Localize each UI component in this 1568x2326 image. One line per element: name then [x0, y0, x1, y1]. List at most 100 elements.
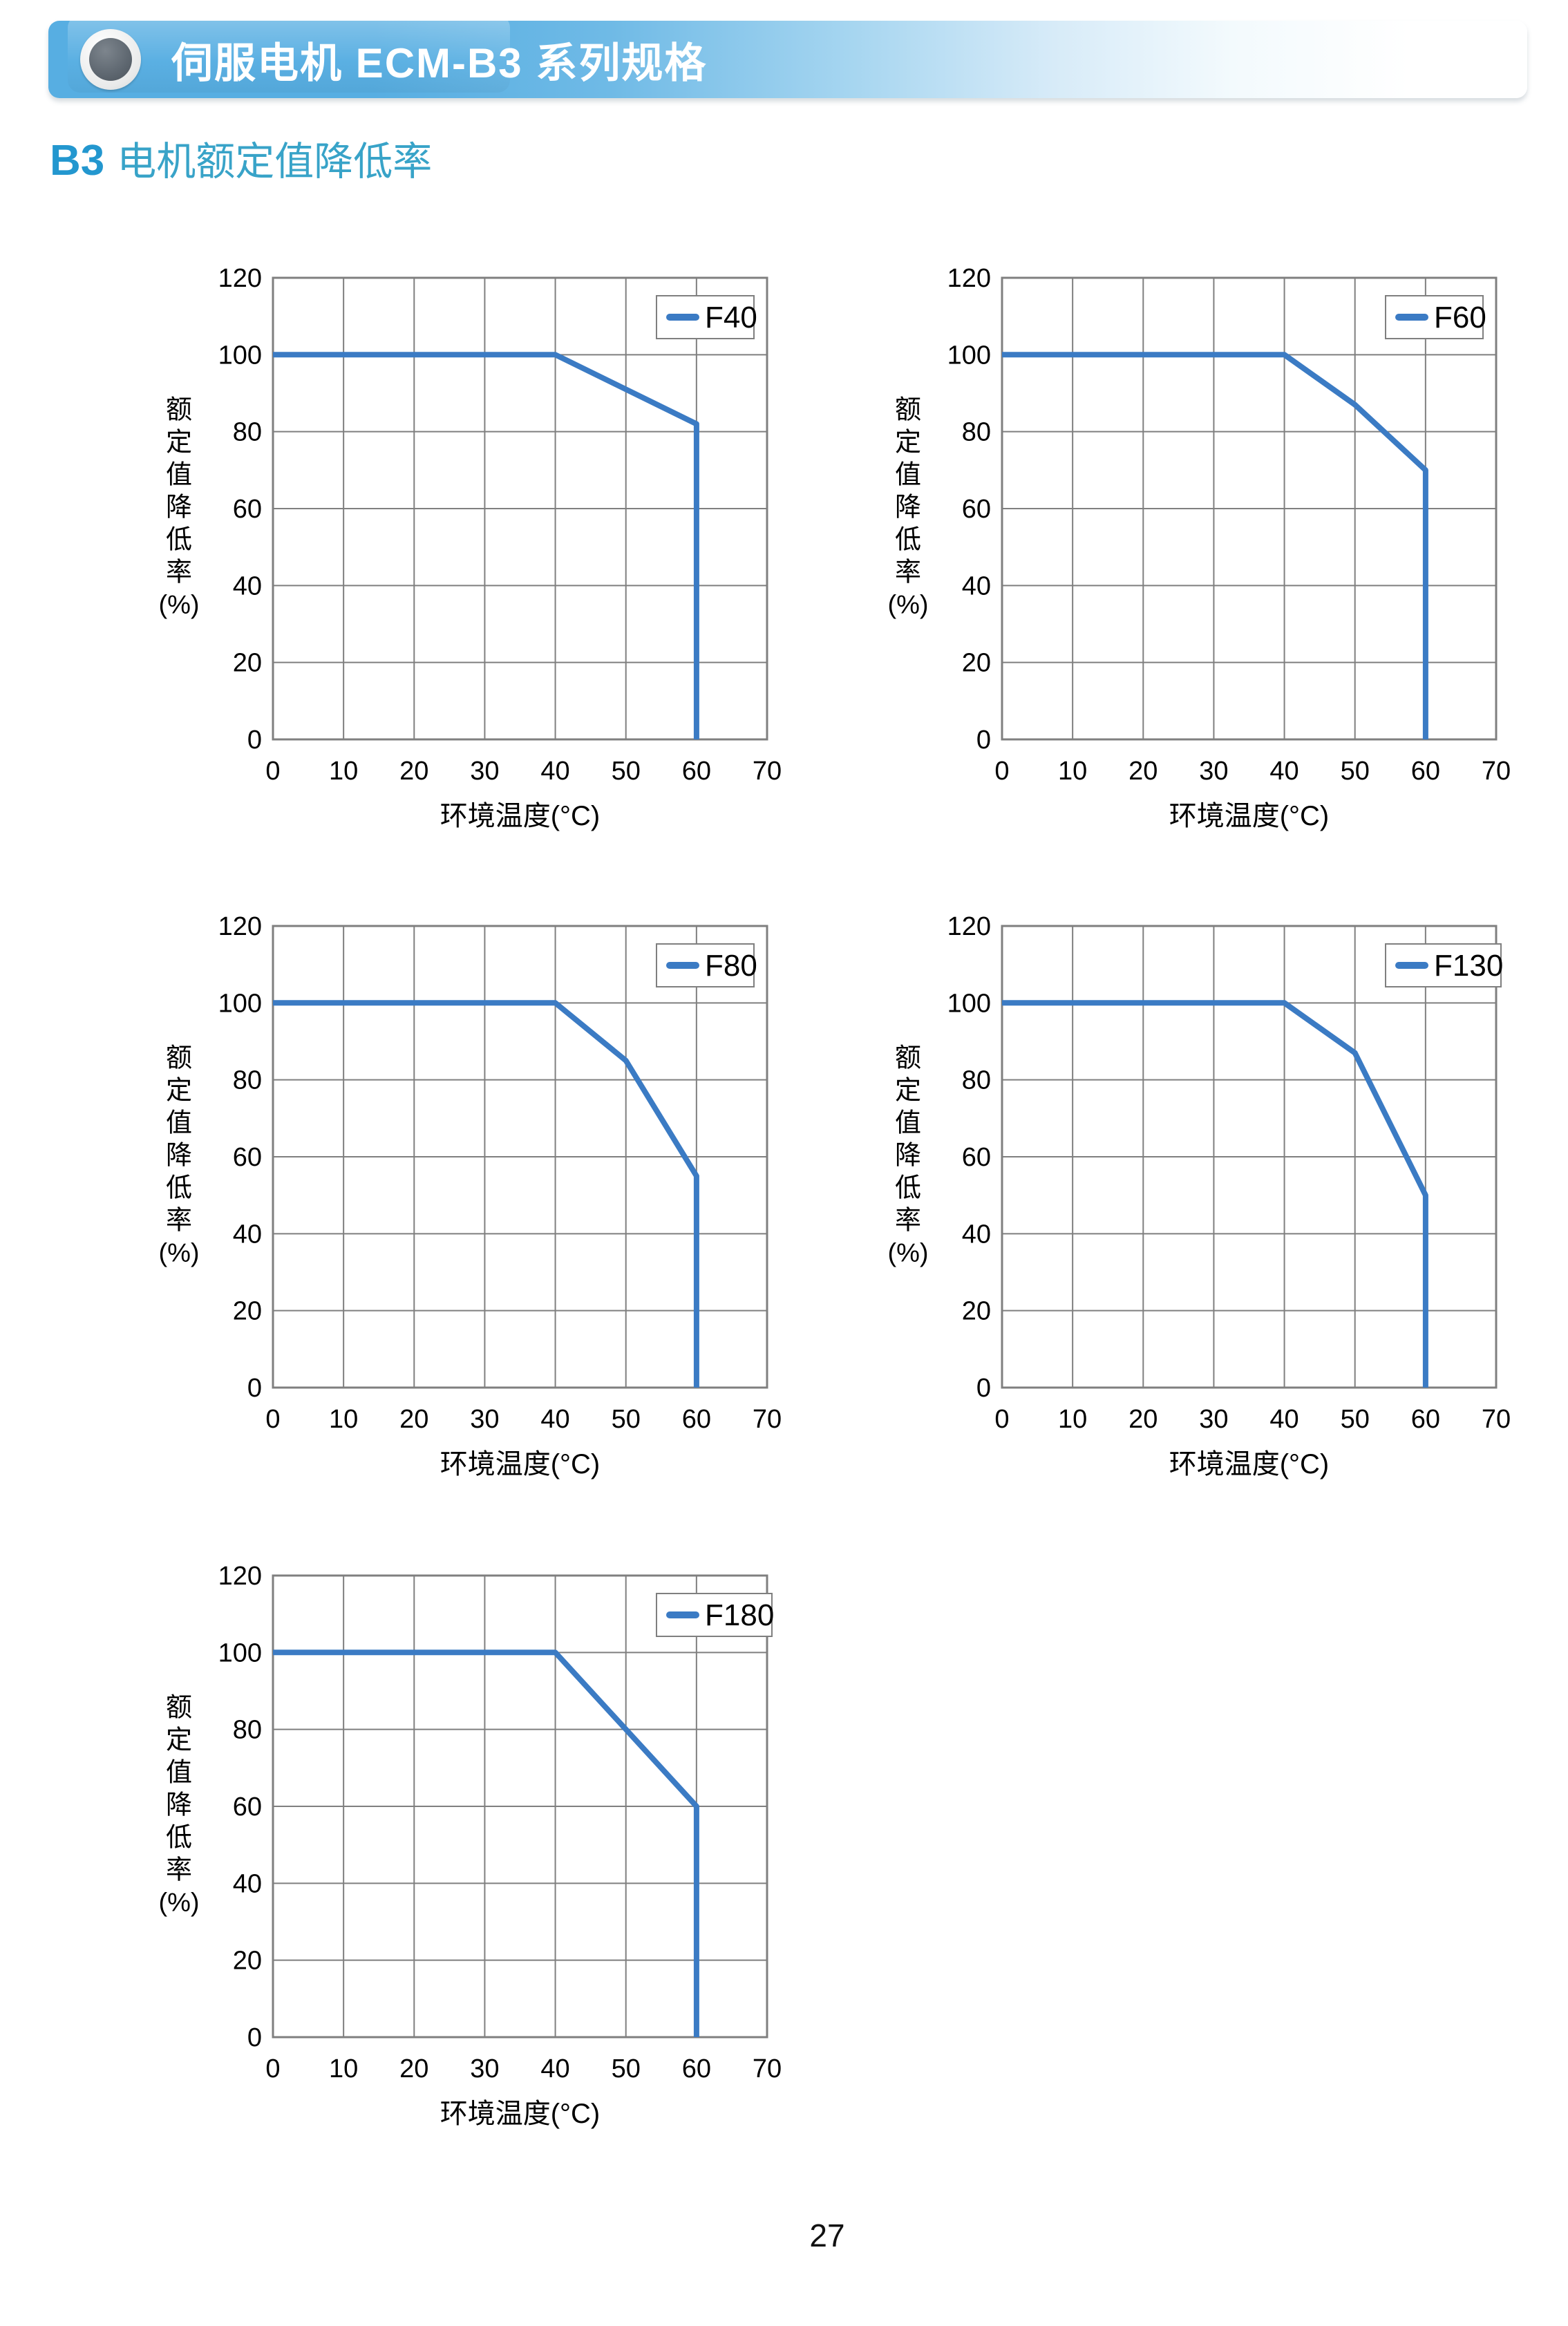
y-axis-title-char: (%) — [158, 591, 199, 620]
y-tick-label: 0 — [247, 1374, 262, 1403]
y-tick-label: 120 — [218, 912, 262, 941]
series-line — [273, 1649, 699, 2037]
x-tick-label: 70 — [753, 1405, 782, 1434]
y-tick-label: 20 — [233, 1947, 262, 1976]
derating-chart-f180: 0 20 40 60 80 100 120 0 10 20 30 40 50 60 70 环境温度(°C) 额定… — [155, 1555, 788, 2142]
y-tick-label: 40 — [233, 1220, 262, 1249]
x-tick-label: 10 — [329, 2054, 358, 2083]
series-line — [273, 352, 699, 739]
y-axis-title-char: 额 — [166, 1044, 192, 1073]
y-axis-title-char: 额 — [166, 1694, 192, 1723]
y-tick-label: 20 — [962, 1297, 991, 1326]
y-tick-label: 100 — [218, 341, 262, 370]
plot-border — [272, 276, 768, 741]
x-tick-label: 50 — [1341, 1405, 1370, 1434]
y-tick-label: 0 — [976, 1374, 991, 1403]
derating-chart-f60: 0 20 40 60 80 100 120 0 10 20 30 40 50 60 70 环境温度(°C) 额定… — [885, 257, 1517, 844]
x-tick-label: 60 — [682, 2054, 711, 2083]
y-axis-title-char: 值 — [895, 1109, 921, 1138]
page-header-banner: 伺服电机 ECM-B3 系列规格 — [48, 15, 1527, 98]
derating-chart-f130-svg: 0 20 40 60 80 100 120 0 10 20 30 40 50 60 70 环境温度(°C) 额定… — [887, 912, 1511, 1479]
derating-chart-f180-svg: 0 20 40 60 80 100 120 0 10 20 30 40 50 60 70 环境温度(°C) 额定… — [158, 1562, 782, 2129]
derating-chart-f130: 0 20 40 60 80 100 120 0 10 20 30 40 50 60 70 环境温度(°C) 额定… — [885, 905, 1517, 1493]
y-tick-label: 40 — [962, 1220, 991, 1249]
y-tick-label: 80 — [962, 418, 991, 447]
x-tick-label: 50 — [1341, 757, 1370, 786]
y-axis-title-char: 定 — [166, 428, 192, 457]
series-line — [273, 1000, 699, 1388]
y-tick-label: 60 — [233, 1143, 262, 1172]
section-subtitle: B3 电机额定值降低率 — [50, 130, 432, 187]
legend-label: F180 — [705, 1598, 774, 1632]
derating-chart-f40: 0 20 40 60 80 100 120 0 10 20 30 40 50 60 70 环境温度(°C) 额定… — [155, 257, 788, 844]
grid — [1001, 276, 1498, 741]
x-tick-label: 40 — [1269, 1405, 1298, 1434]
y-axis-title-char: 定 — [895, 428, 921, 457]
y-axis-title-char: 低 — [895, 526, 921, 555]
y-axis-title-char: 值 — [895, 461, 921, 490]
legend: F80 — [656, 943, 757, 987]
x-tick-label: 70 — [1482, 1405, 1511, 1434]
section-subtitle-text: 电机额定值降低率 — [117, 140, 433, 184]
legend-label: F60 — [1434, 301, 1486, 334]
x-tick-label: 0 — [265, 757, 280, 786]
y-axis-title-char: 率 — [166, 558, 192, 587]
x-axis-title: 环境温度(°C) — [1169, 801, 1330, 831]
derating-chart-f60-svg: 0 20 40 60 80 100 120 0 10 20 30 40 50 60 70 环境温度(°C) 额定… — [887, 264, 1511, 831]
plot-border — [1001, 925, 1498, 1389]
section-subtitle-prefix: B3 — [50, 137, 105, 185]
y-axis-title-char: 降 — [166, 493, 192, 522]
y-axis-title-char: 降 — [895, 493, 921, 522]
x-tick-label: 40 — [1269, 757, 1298, 786]
y-axis-title-char: 定 — [166, 1077, 192, 1106]
page-number: 27 — [809, 2218, 845, 2253]
y-tick-label: 60 — [962, 495, 991, 524]
y-axis-title-char: 降 — [895, 1142, 921, 1171]
y-axis-title-char: 额 — [895, 396, 921, 425]
banner-highlight — [68, 15, 510, 93]
plot-border — [272, 1574, 768, 2039]
y-tick-label: 0 — [976, 726, 991, 755]
y-tick-label: 40 — [962, 571, 991, 601]
x-tick-label: 0 — [994, 757, 1009, 786]
y-tick-label: 20 — [962, 649, 991, 678]
y-axis-title-char: 低 — [166, 1174, 192, 1203]
y-tick-label: 120 — [218, 1562, 262, 1591]
x-axis-title: 环境温度(°C) — [440, 1449, 601, 1479]
x-tick-label: 20 — [1128, 1405, 1158, 1434]
y-axis-title-char: (%) — [158, 1239, 199, 1268]
x-axis-title: 环境温度(°C) — [440, 2099, 601, 2129]
legend: F180 — [656, 1593, 774, 1637]
x-tick-label: 30 — [1199, 757, 1228, 786]
y-axis-title-char: 降 — [166, 1142, 192, 1171]
y-axis-title-char: 率 — [895, 1207, 921, 1236]
legend: F60 — [1385, 295, 1486, 339]
y-tick-label: 120 — [947, 912, 991, 941]
x-tick-label: 60 — [682, 757, 711, 786]
y-axis-title-char: 低 — [895, 1174, 921, 1203]
y-axis-title-char: 值 — [166, 1109, 192, 1138]
x-tick-label: 40 — [540, 2054, 569, 2083]
legend-label: F80 — [705, 949, 757, 983]
y-tick-label: 60 — [233, 1793, 262, 1822]
x-tick-label: 50 — [612, 1405, 641, 1434]
x-tick-label: 60 — [682, 1405, 711, 1434]
x-tick-label: 50 — [612, 757, 641, 786]
x-tick-label: 20 — [399, 2054, 428, 2083]
y-tick-label: 0 — [247, 2023, 262, 2052]
y-axis-title-char: 率 — [166, 1856, 192, 1885]
x-tick-label: 20 — [399, 757, 428, 786]
page-title: 伺服电机 ECM-B3 系列规格 — [171, 39, 708, 86]
y-tick-label: 100 — [218, 1638, 262, 1667]
x-tick-label: 20 — [399, 1405, 428, 1434]
section-bullet-icon — [80, 29, 141, 90]
y-axis-title-char: 低 — [166, 1824, 192, 1853]
x-tick-label: 20 — [1128, 757, 1158, 786]
derating-chart-f80-svg: 0 20 40 60 80 100 120 0 10 20 30 40 50 60 70 环境温度(°C) 额定… — [158, 912, 782, 1479]
y-axis-title-char: 额 — [166, 396, 192, 425]
x-tick-label: 10 — [329, 1405, 358, 1434]
grid — [1001, 925, 1498, 1389]
grid — [272, 925, 768, 1389]
y-tick-label: 60 — [233, 495, 262, 524]
y-tick-label: 120 — [218, 264, 262, 293]
